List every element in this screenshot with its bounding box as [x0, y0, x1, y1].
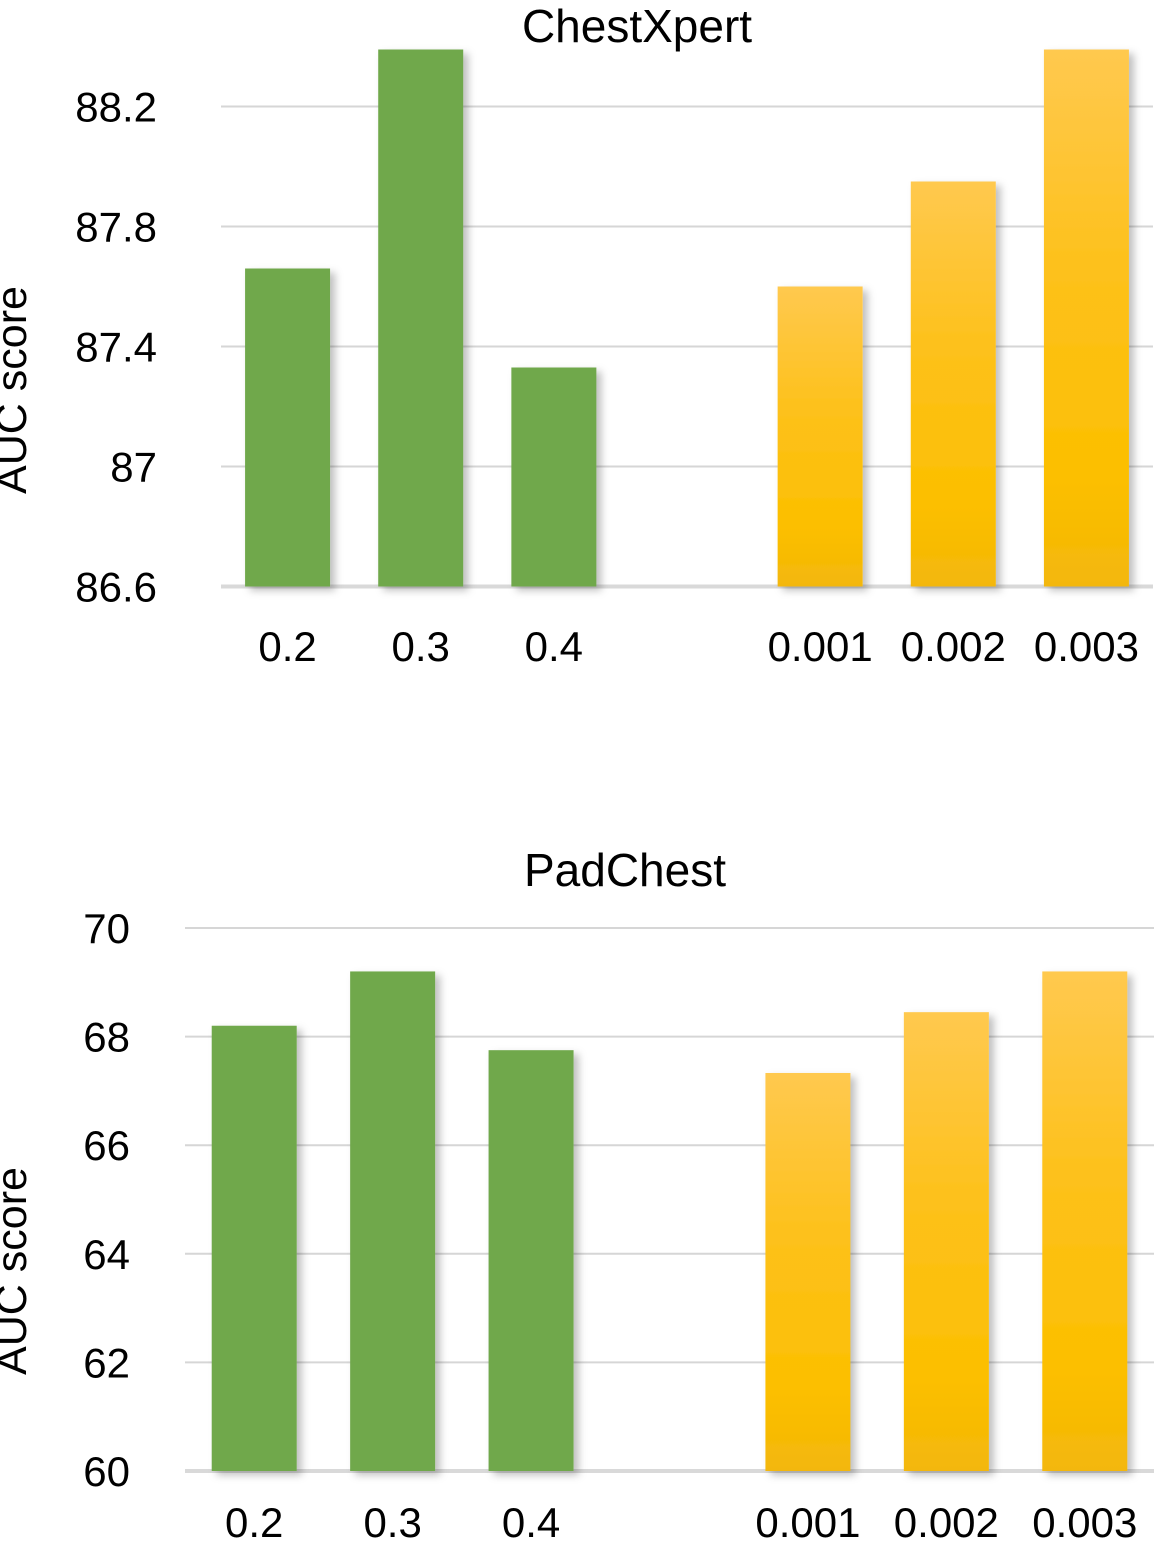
y-tick-label: 87	[110, 444, 157, 491]
x-category-label: 0.002	[901, 623, 1006, 670]
y-tick-label: 88.2	[75, 84, 157, 131]
padchest-chart-svg: 0.2 0.3 0.4 0.001 0.002 0.003 60 62 64 66 68 70 PadC…	[0, 844, 1154, 1546]
bar-0.3	[378, 49, 464, 587]
x-category-label: 0.3	[363, 1499, 421, 1546]
bar-0.3	[350, 971, 436, 1471]
bar-0.2	[211, 1025, 297, 1471]
bar-0.001	[777, 286, 863, 587]
x-category-label: 0.4	[525, 623, 583, 670]
y-tick-label: 62	[83, 1339, 130, 1386]
padchest-bar-chart: 0.2 0.3 0.4 0.001 0.002 0.003 60 62 64 66 68 70 PadC…	[0, 840, 1163, 1557]
y-tick-label: 60	[83, 1448, 130, 1495]
y-tick-label: 66	[83, 1122, 130, 1169]
y-tick-label: 87.8	[75, 204, 157, 251]
bar-0.003	[1043, 49, 1129, 587]
bar-0.002	[910, 181, 996, 587]
x-category-label: 0.001	[768, 623, 873, 670]
y-axis-label: AUC score	[0, 1167, 36, 1375]
x-category-label: 0.003	[1034, 623, 1139, 670]
y-tick-label: 86.6	[75, 564, 157, 611]
bar-0.2	[245, 268, 331, 587]
x-category-label: 0.3	[392, 623, 450, 670]
chestxpert-chart-svg: 0.2 0.3 0.4 0.001 0.002 0.003 86.6 87 87.4 87.8 88…	[0, 0, 1153, 670]
bar-0.003	[1042, 971, 1128, 1471]
x-category-label: 0.4	[502, 1499, 560, 1546]
y-tick-label: 87.4	[75, 324, 157, 371]
bar-0.002	[903, 1012, 989, 1471]
y-tick-label: 70	[83, 905, 130, 952]
chart-title: ChestXpert	[522, 0, 752, 52]
x-category-label: 0.003	[1032, 1499, 1137, 1546]
chart-title: PadChest	[524, 844, 726, 896]
bar-0.4	[511, 367, 597, 587]
bar-0.4	[488, 1050, 574, 1471]
x-category-label: 0.2	[225, 1499, 283, 1546]
y-tick-label: 64	[83, 1231, 130, 1278]
bar-0.001	[765, 1072, 851, 1471]
y-axis-label: AUC score	[0, 286, 36, 494]
chestxpert-bar-chart: 0.2 0.3 0.4 0.001 0.002 0.003 86.6 87 87.4 87.8 88…	[0, 0, 1163, 700]
x-category-label: 0.002	[894, 1499, 999, 1546]
x-category-label: 0.2	[258, 623, 316, 670]
x-category-label: 0.001	[755, 1499, 860, 1546]
y-tick-label: 68	[83, 1014, 130, 1061]
